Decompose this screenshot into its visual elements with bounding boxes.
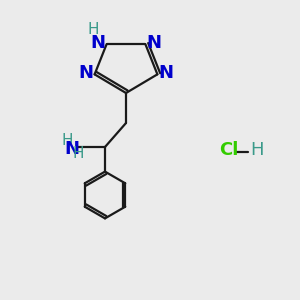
Text: N: N <box>158 64 173 82</box>
Text: Cl: Cl <box>219 141 239 159</box>
Text: N: N <box>79 64 94 82</box>
Text: H: H <box>72 146 84 161</box>
Text: N: N <box>146 34 161 52</box>
Text: H: H <box>250 141 264 159</box>
Text: N: N <box>91 34 106 52</box>
Text: H: H <box>62 133 73 148</box>
Text: N: N <box>64 140 79 158</box>
Text: H: H <box>87 22 99 37</box>
